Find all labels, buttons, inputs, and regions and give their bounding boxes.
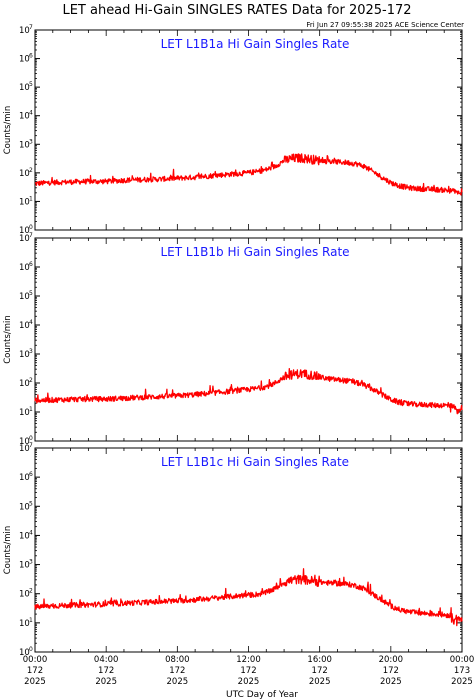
panel-title: LET L1B1a Hi Gain Singles Rate bbox=[161, 37, 350, 51]
panel-title: LET L1B1c Hi Gain Singles Rate bbox=[161, 455, 349, 469]
y-axis-label: Counts/min bbox=[3, 526, 13, 575]
y-tick-label: 10 bbox=[19, 350, 30, 360]
x-tick-label-year: 2025 bbox=[167, 677, 189, 687]
y-tick-label: 10 bbox=[19, 619, 30, 629]
y-axis-label: Counts/min bbox=[3, 106, 13, 155]
panel-title: LET L1B1b Hi Gain Singles Rate bbox=[160, 245, 349, 259]
y-tick-exponent: 4 bbox=[29, 319, 33, 326]
y-tick-exponent: 6 bbox=[29, 471, 33, 478]
y-tick-exponent: 2 bbox=[29, 588, 33, 595]
y-tick-exponent: 4 bbox=[29, 110, 33, 117]
y-tick-label: 10 bbox=[19, 531, 30, 541]
y-tick-label: 10 bbox=[19, 26, 30, 36]
y-tick-label: 10 bbox=[19, 112, 30, 122]
x-tick-label-doy: 173 bbox=[454, 666, 470, 676]
plot-frame bbox=[34, 237, 463, 442]
x-tick-label-doy: 172 bbox=[240, 666, 256, 676]
data-trace bbox=[34, 568, 463, 627]
y-tick-label: 10 bbox=[19, 561, 30, 571]
x-tick-label-doy: 172 bbox=[98, 666, 114, 676]
timestamp: Fri Jun 27 09:55:38 2025 ACE Science Cen… bbox=[306, 21, 464, 29]
y-tick-exponent: 2 bbox=[29, 377, 33, 384]
y-tick-exponent: 3 bbox=[29, 559, 33, 566]
y-tick-label: 10 bbox=[19, 590, 30, 600]
y-tick-label: 10 bbox=[19, 83, 30, 93]
y-tick-exponent: 7 bbox=[29, 232, 33, 239]
x-axis: 00:00172202504:00172202508:00172202512:0… bbox=[23, 655, 475, 687]
y-tick-exponent: 6 bbox=[29, 53, 33, 60]
x-tick-label-year: 2025 bbox=[380, 677, 402, 687]
y-tick-exponent: 7 bbox=[29, 442, 33, 449]
y-tick-label: 10 bbox=[19, 648, 30, 658]
y-tick-label: 10 bbox=[19, 437, 30, 447]
x-tick-label-year: 2025 bbox=[309, 677, 331, 687]
y-tick-exponent: 0 bbox=[29, 224, 33, 231]
y-tick-label: 10 bbox=[19, 321, 30, 331]
y-tick-exponent: 5 bbox=[29, 290, 33, 297]
y-tick-exponent: 5 bbox=[29, 500, 33, 507]
y-tick-exponent: 3 bbox=[29, 348, 33, 355]
y-tick-label: 10 bbox=[19, 55, 30, 65]
x-tick-label-time: 00:00 bbox=[450, 655, 475, 665]
y-tick-label: 10 bbox=[19, 292, 30, 302]
x-tick-label-doy: 172 bbox=[27, 666, 43, 676]
y-tick-label: 10 bbox=[19, 263, 30, 273]
x-tick-label-year: 2025 bbox=[451, 677, 473, 687]
y-tick-exponent: 1 bbox=[29, 195, 33, 202]
data-trace bbox=[34, 153, 463, 196]
x-tick-label-time: 00:00 bbox=[23, 655, 48, 665]
x-tick-label-year: 2025 bbox=[95, 677, 117, 687]
figure-title: LET ahead Hi-Gain SINGLES RATES Data for… bbox=[62, 3, 411, 18]
x-tick-label-time: 20:00 bbox=[379, 655, 404, 665]
y-tick-label: 10 bbox=[19, 473, 30, 483]
y-tick-exponent: 1 bbox=[29, 617, 33, 624]
x-tick-label-doy: 172 bbox=[312, 666, 328, 676]
y-tick-label: 10 bbox=[19, 502, 30, 512]
y-tick-exponent: 6 bbox=[29, 261, 33, 268]
y-tick-exponent: 7 bbox=[29, 24, 33, 31]
plot-frame bbox=[34, 29, 463, 231]
y-axis-label: Counts/min bbox=[3, 315, 13, 364]
x-tick-label-doy: 172 bbox=[169, 666, 185, 676]
x-tick-label-year: 2025 bbox=[24, 677, 46, 687]
y-tick-label: 10 bbox=[19, 140, 30, 150]
y-tick-label: 10 bbox=[19, 169, 30, 179]
x-tick-label-time: 04:00 bbox=[94, 655, 119, 665]
x-tick-label-year: 2025 bbox=[238, 677, 260, 687]
y-tick-exponent: 5 bbox=[29, 81, 33, 88]
y-tick-exponent: 2 bbox=[29, 167, 33, 174]
y-tick-exponent: 0 bbox=[29, 646, 33, 653]
y-tick-exponent: 3 bbox=[29, 138, 33, 145]
x-axis-label: UTC Day of Year bbox=[226, 690, 298, 700]
x-tick-label-time: 12:00 bbox=[236, 655, 261, 665]
y-tick-exponent: 1 bbox=[29, 406, 33, 413]
y-tick-label: 10 bbox=[19, 408, 30, 418]
y-tick-label: 10 bbox=[19, 234, 30, 244]
x-tick-label-doy: 172 bbox=[383, 666, 399, 676]
x-tick-label-time: 08:00 bbox=[165, 655, 190, 665]
data-trace bbox=[34, 367, 463, 415]
y-tick-label: 10 bbox=[19, 197, 30, 207]
plot-frame bbox=[34, 447, 463, 653]
y-tick-label: 10 bbox=[19, 226, 30, 236]
y-tick-exponent: 0 bbox=[29, 435, 33, 442]
y-tick-label: 10 bbox=[19, 379, 30, 389]
y-tick-label: 10 bbox=[19, 444, 30, 454]
x-tick-label-time: 16:00 bbox=[307, 655, 332, 665]
y-tick-exponent: 4 bbox=[29, 529, 33, 536]
